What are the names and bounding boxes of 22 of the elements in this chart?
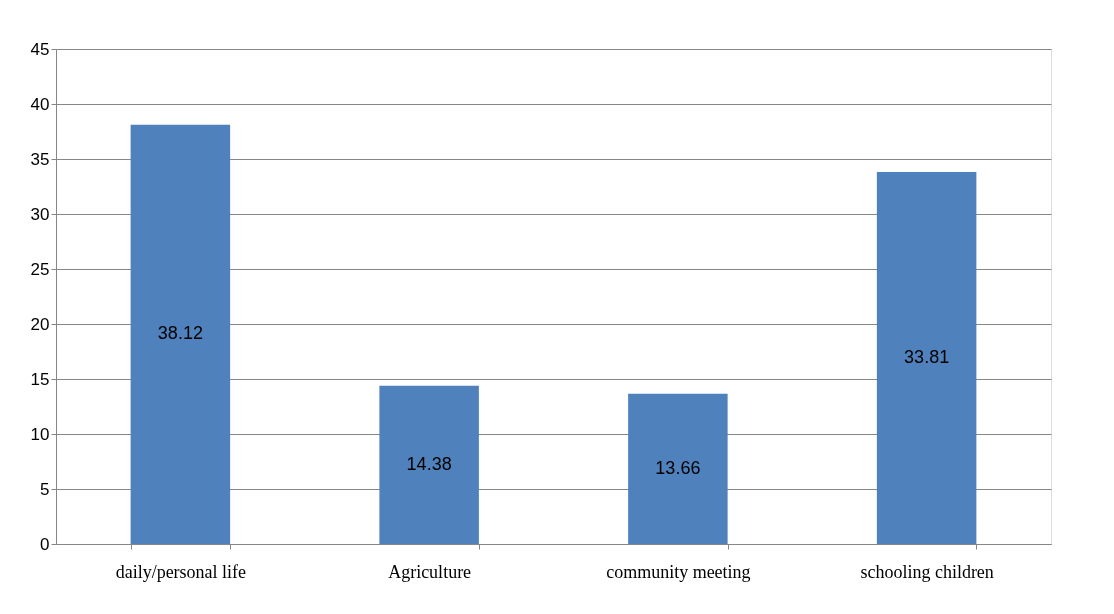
y-tick-label: 15 (30, 369, 50, 389)
y-tick-label: 40 (30, 94, 50, 114)
data-label: 13.66 (655, 457, 701, 478)
y-tick-label: 5 (40, 479, 50, 499)
y-tick-label: 25 (30, 259, 50, 279)
y-tick-label: 20 (30, 314, 50, 334)
bar (130, 124, 231, 544)
data-label: 38.12 (157, 323, 203, 344)
x-tick-label: Agriculture (388, 561, 472, 582)
y-tick-label: 30 (30, 204, 50, 224)
x-tick-label: schooling children (860, 561, 994, 582)
y-tick-label: 35 (30, 149, 50, 169)
y-tick-label: 45 (30, 39, 50, 59)
data-label: 14.38 (406, 453, 452, 474)
bar (876, 172, 977, 544)
x-tick-label: daily/personal life (115, 561, 247, 582)
data-label: 33.81 (904, 347, 950, 368)
bar (379, 385, 479, 544)
y-tick-label: 0 (40, 534, 50, 554)
x-tick-label: community meeting (606, 561, 751, 582)
y-tick-label: 10 (30, 424, 50, 444)
bar (628, 393, 728, 544)
